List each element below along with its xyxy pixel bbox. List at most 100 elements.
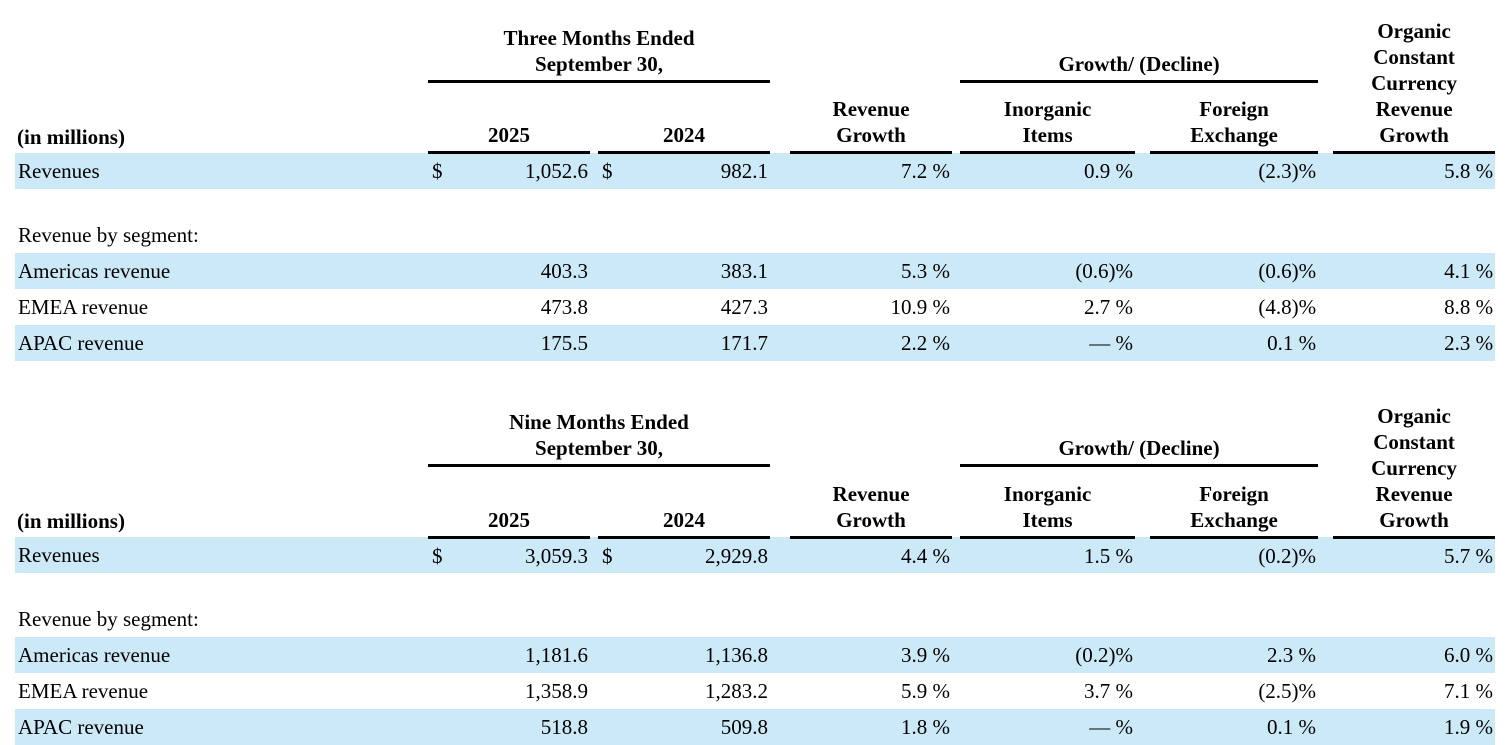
header-group-row: Three Months Ended September 30, Growth/… xyxy=(15,18,1496,154)
empty-cell xyxy=(1318,153,1333,189)
value-revenue-growth: 4.4 % xyxy=(901,543,951,568)
empty-cell xyxy=(770,81,790,152)
value-foreign-exchange: 0.1 % xyxy=(1267,330,1317,355)
year-2025-header: 2025 xyxy=(428,465,590,539)
empty-cell xyxy=(952,403,960,466)
organic-ccc-header: Organic Constant Currency Revenue Growth xyxy=(1333,402,1496,539)
table-row-americas-revenue: Americas revenue 403.3 383.1 5.3 % (0.6)% (0.… xyxy=(15,252,1496,289)
three-months-table: Three Months Ended September 30, Growth/… xyxy=(15,18,1496,361)
empty-cell xyxy=(790,403,952,466)
header-column-row: (in millions) 2025 2024 Revenue Growth I… xyxy=(15,81,1495,155)
empty-cell xyxy=(770,403,790,466)
revenue-growth-header: Revenue Growth xyxy=(790,81,953,155)
value-year2: 2,929.8 xyxy=(705,543,769,568)
value-inorganic-items: (0.6)% xyxy=(1075,258,1134,283)
currency-symbol: $ xyxy=(432,159,443,184)
currency-symbol xyxy=(598,289,632,325)
empty-cell xyxy=(1318,466,1333,537)
empty-cell xyxy=(770,325,790,361)
empty-cell xyxy=(1318,673,1333,709)
value-foreign-exchange: 0.1 % xyxy=(1267,715,1317,739)
value-year2: 1,136.8 xyxy=(705,643,769,667)
value-year1: 403.3 xyxy=(540,258,588,283)
table-row-revenues: Revenues $3,059.3 $2,929.8 4.4 % 1.5 % (0.2)%… xyxy=(15,537,1496,573)
value-year2: 383.1 xyxy=(720,258,769,283)
table-row-americas-revenue: Americas revenue 1,181.6 1,136.8 3.9 % (0.2)… xyxy=(15,637,1496,673)
empty-cell xyxy=(590,637,598,673)
empty-cell xyxy=(770,673,790,709)
currency-symbol xyxy=(598,325,632,361)
revenue-growth-header: Revenue Growth xyxy=(790,465,953,539)
currency-symbol xyxy=(428,325,462,361)
empty-cell xyxy=(770,466,790,537)
nine-months-table: Nine Months Ended September 30, Growth/ … xyxy=(15,402,1496,745)
value-inorganic-items: 1.5 % xyxy=(1084,543,1134,568)
empty-cell xyxy=(1318,537,1333,573)
growth-decline-header: Growth/ (Decline) xyxy=(960,402,1319,468)
empty-cell xyxy=(590,466,598,537)
empty-cell xyxy=(1135,673,1150,709)
row-label: Americas revenue xyxy=(18,643,171,667)
value-year1: 1,358.9 xyxy=(525,679,588,703)
empty-cell xyxy=(952,253,960,289)
empty-cell xyxy=(1318,18,1333,81)
currency-symbol xyxy=(598,673,632,709)
table-row-apac-revenue: APAC revenue 518.8 509.8 1.8 % — % 0.1 % 1.9 % xyxy=(15,709,1496,745)
currency-symbol xyxy=(428,253,462,289)
value-revenue-growth: 10.9 % xyxy=(890,294,951,319)
foreign-exchange-header: Foreign Exchange xyxy=(1150,465,1319,539)
empty-cell xyxy=(1135,253,1150,289)
empty-cell xyxy=(770,253,790,289)
empty-cell xyxy=(1135,637,1150,673)
table-row-apac-revenue: APAC revenue 175.5 171.7 2.2 % — % 0.1 % 2.3 % xyxy=(15,324,1496,361)
empty-cell xyxy=(590,537,598,573)
empty-cell xyxy=(1135,81,1150,152)
empty-cell xyxy=(952,18,960,81)
empty-cell xyxy=(15,18,428,81)
growth-decline-header: Growth/ (Decline) xyxy=(960,18,1319,83)
value-inorganic-items: (0.2)% xyxy=(1075,643,1134,667)
value-organic-ccc-growth: 8.8 % xyxy=(1444,294,1494,319)
table-row-emea-revenue: EMEA revenue 1,358.9 1,283.2 5.9 % 3.7 % (2.5… xyxy=(15,673,1495,709)
empty-cell xyxy=(1135,325,1150,361)
currency-symbol xyxy=(598,253,632,289)
value-year1: 3,059.3 xyxy=(525,543,588,568)
header-column-row: (in millions) 2025 2024 Revenue Growth I… xyxy=(15,465,1495,539)
value-foreign-exchange: (0.2)% xyxy=(1258,543,1317,568)
spacer-row xyxy=(15,573,1495,601)
empty-cell xyxy=(1318,325,1333,361)
value-foreign-exchange: (2.3)% xyxy=(1258,159,1317,184)
period-header: Three Months Ended September 30, xyxy=(428,18,771,83)
value-inorganic-items: 3.7 % xyxy=(1084,679,1134,703)
empty-cell xyxy=(790,18,952,81)
year-2024-header: 2024 xyxy=(598,465,771,539)
empty-cell xyxy=(770,18,790,81)
empty-cell xyxy=(952,537,960,573)
foreign-exchange-header: Foreign Exchange xyxy=(1150,81,1319,155)
year-2024-header: 2024 xyxy=(598,81,771,155)
three-months-body: Revenues $1,052.6 $982.1 7.2 % 0.9 % (2.3)% 5.… xyxy=(15,152,1496,361)
empty-cell xyxy=(1135,537,1150,573)
empty-cell xyxy=(590,673,598,709)
value-revenue-growth: 5.3 % xyxy=(901,258,951,283)
header-group-row: Nine Months Ended September 30, Growth/ … xyxy=(15,402,1496,539)
nine-months-body: Revenues $3,059.3 $2,929.8 4.4 % 1.5 % (0.2)%… xyxy=(15,537,1496,745)
empty-cell xyxy=(952,709,960,745)
empty-cell xyxy=(1318,253,1333,289)
currency-symbol xyxy=(598,709,632,745)
empty-cell xyxy=(15,573,1495,601)
period-line1: Three Months Ended xyxy=(503,25,695,50)
value-revenue-growth: 1.8 % xyxy=(901,715,951,739)
in-millions-label: (in millions) xyxy=(17,509,125,533)
value-inorganic-items: — % xyxy=(1089,715,1134,739)
spacer-row xyxy=(15,189,1495,217)
empty-cell xyxy=(590,289,598,325)
empty-cell xyxy=(1135,289,1150,325)
table-row-emea-revenue: EMEA revenue 473.8 427.3 10.9 % 2.7 % (4.8)% 8… xyxy=(15,289,1495,325)
row-label: EMEA revenue xyxy=(18,679,149,703)
value-organic-ccc-growth: 1.9 % xyxy=(1444,715,1494,739)
empty-cell xyxy=(1318,289,1333,325)
value-year1: 1,181.6 xyxy=(525,643,588,667)
currency-symbol: $ xyxy=(602,543,613,568)
row-label: EMEA revenue xyxy=(18,294,149,319)
